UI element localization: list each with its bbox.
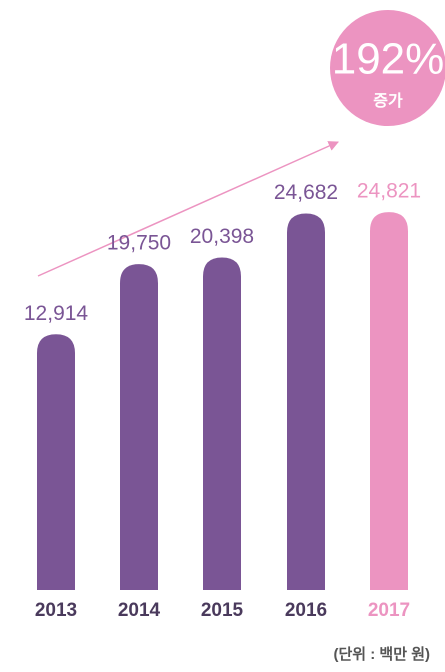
bar	[120, 264, 158, 590]
growth-subtext: 증가	[373, 92, 403, 110]
value-label: 20,398	[190, 225, 254, 248]
value-label: 24,821	[357, 180, 421, 203]
bar	[203, 257, 241, 590]
value-label: 12,914	[24, 302, 89, 325]
x-tick-label: 2016	[285, 600, 327, 621]
growth-badge	[330, 10, 445, 126]
x-tick-label: 2014	[118, 600, 161, 621]
unit-note: (단위 : 백만 원)	[334, 646, 431, 663]
value-label: 19,750	[107, 232, 171, 255]
x-tick-label: 2015	[201, 600, 244, 621]
trend-arrow	[37, 141, 339, 277]
growth-text: 192%	[332, 35, 445, 84]
bar	[37, 334, 75, 590]
value-label: 24,682	[274, 181, 338, 204]
bar	[287, 213, 325, 590]
x-tick-label: 2017	[368, 600, 410, 621]
bar	[370, 212, 408, 590]
x-tick-label: 2013	[35, 600, 77, 621]
